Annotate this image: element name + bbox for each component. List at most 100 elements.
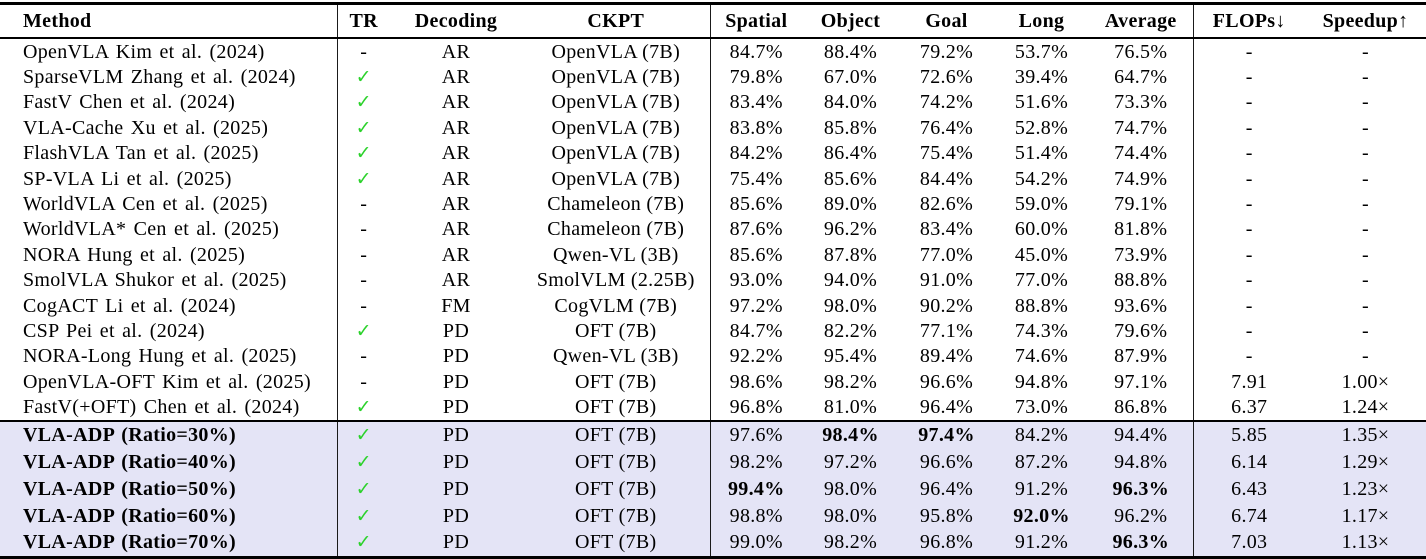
decoding-cell: PD bbox=[390, 419, 522, 449]
ckpt-cell: OpenVLA (7B) bbox=[522, 89, 711, 116]
speedup-cell: - bbox=[1362, 91, 1369, 114]
goal-cell: 96.6% bbox=[919, 370, 974, 393]
table-row-vla-adp: VLA-ADP (Ratio=60%) ✓ PD OFT (7B) 98.8% 98.0%… bbox=[0, 502, 1426, 530]
token-reduction-check-icon: ✓ bbox=[355, 531, 372, 554]
average-cell: 64.7% bbox=[1089, 64, 1194, 90]
tr-cell: - bbox=[360, 294, 368, 317]
object-cell: 84.0% bbox=[823, 91, 878, 114]
decoding-cell: PD bbox=[390, 448, 522, 476]
average-cell: 96.3% bbox=[1089, 529, 1194, 558]
flops-cell: - bbox=[1245, 40, 1253, 63]
object-cell: 67.0% bbox=[823, 66, 878, 89]
tr-cell: ✓ bbox=[337, 448, 390, 476]
spatial-cell: 83.4% bbox=[729, 91, 783, 114]
flops-cell: - bbox=[1245, 116, 1253, 139]
long-cell: 88.8% bbox=[1014, 294, 1069, 317]
flops-cell: 6.14 bbox=[1193, 448, 1305, 476]
method-cell: VLA-ADP (Ratio=30%) bbox=[0, 419, 338, 449]
long-cell: 77.0% bbox=[1014, 269, 1069, 292]
speedup-cell: - bbox=[1362, 319, 1369, 342]
flops-cell: - bbox=[1245, 345, 1253, 368]
token-reduction-check-icon: ✓ bbox=[355, 477, 372, 500]
method-cell: FastV(+OFT) Chen et al. (2024) bbox=[0, 394, 338, 421]
long-cell: 39.4% bbox=[1014, 66, 1069, 89]
decoding-cell: PD bbox=[442, 319, 470, 342]
long-cell: 52.8% bbox=[1014, 116, 1069, 139]
table-row: SP-VLA Li et al. (2025) ✓ AR OpenVLA (7B) 75… bbox=[0, 165, 1426, 192]
ckpt-cell: OpenVLA (7B) bbox=[522, 64, 711, 90]
token-reduction-check-icon: ✓ bbox=[355, 451, 372, 474]
tr-cell: - bbox=[360, 370, 368, 393]
token-reduction-check-icon: ✓ bbox=[355, 142, 372, 165]
method-cell: NORA Hung et al. (2025) bbox=[0, 242, 338, 268]
table-row: CSP Pei et al. (2024) ✓ PD OFT (7B) 84.7% 82.… bbox=[0, 318, 1426, 344]
spatial-cell: 75.4% bbox=[729, 167, 783, 190]
token-reduction-check-icon: ✓ bbox=[355, 396, 372, 419]
long-cell: 74.6% bbox=[1014, 345, 1069, 368]
ckpt-cell: CogVLM (7B) bbox=[522, 292, 711, 319]
method-cell: VLA-ADP (Ratio=40%) bbox=[0, 448, 338, 476]
ckpt-cell: OFT (7B) bbox=[522, 394, 711, 421]
decoding-cell: PD bbox=[442, 370, 470, 393]
ckpt-cell: Qwen-VL (3B) bbox=[522, 242, 711, 268]
col-header-spatial: Spatial bbox=[710, 3, 802, 39]
decoding-cell: AR bbox=[441, 91, 471, 114]
speedup-cell: 1.35× bbox=[1305, 419, 1426, 449]
method-cell: VLA-ADP (Ratio=50%) bbox=[0, 475, 338, 503]
decoding-cell: AR bbox=[441, 116, 471, 139]
long-cell: 91.2% bbox=[994, 529, 1089, 558]
ckpt-cell: OFT (7B) bbox=[522, 318, 711, 344]
object-cell: 81.0% bbox=[823, 396, 878, 419]
goal-cell: 74.2% bbox=[919, 91, 974, 114]
object-cell: 88.4% bbox=[823, 40, 878, 63]
decoding-cell: AR bbox=[441, 40, 471, 63]
decoding-cell: PD bbox=[390, 529, 522, 558]
col-header-flops: FLOPs↓ bbox=[1193, 3, 1305, 39]
method-cell: VLA-ADP (Ratio=60%) bbox=[0, 502, 338, 530]
col-header-goal: Goal bbox=[899, 3, 994, 39]
speedup-cell: - bbox=[1362, 193, 1369, 216]
token-reduction-check-icon: ✓ bbox=[355, 66, 372, 89]
average-cell: 76.5% bbox=[1089, 38, 1194, 65]
tr-cell: - bbox=[360, 40, 368, 63]
goal-cell: 77.1% bbox=[919, 319, 974, 342]
spatial-cell: 84.2% bbox=[729, 142, 783, 165]
tr-cell: - bbox=[360, 345, 368, 368]
speedup-cell: 1.23× bbox=[1305, 475, 1426, 503]
table-row: VLA-Cache Xu et al. (2025) ✓ AR OpenVLA (7B… bbox=[0, 115, 1426, 141]
average-cell: 86.8% bbox=[1089, 394, 1194, 421]
method-cell: CogACT Li et al. (2024) bbox=[0, 292, 338, 319]
flops-cell: - bbox=[1245, 319, 1253, 342]
speedup-cell: 1.24× bbox=[1341, 396, 1390, 419]
object-cell: 87.8% bbox=[823, 243, 878, 266]
ckpt-cell: OpenVLA (7B) bbox=[522, 140, 711, 166]
ckpt-cell: OpenVLA (7B) bbox=[522, 38, 711, 65]
decoding-cell: AR bbox=[441, 167, 471, 190]
decoding-cell: PD bbox=[442, 396, 470, 419]
speedup-cell: - bbox=[1362, 167, 1369, 190]
speedup-cell: - bbox=[1362, 269, 1369, 292]
decoding-cell: AR bbox=[441, 142, 471, 165]
flops-cell: - bbox=[1245, 142, 1253, 165]
flops-cell: 5.85 bbox=[1193, 419, 1305, 449]
long-cell: 94.8% bbox=[1014, 370, 1069, 393]
tr-cell: ✓ bbox=[337, 419, 390, 449]
long-cell: 73.0% bbox=[1014, 396, 1069, 419]
tr-cell: ✓ bbox=[337, 502, 390, 530]
table-row-vla-adp: VLA-ADP (Ratio=50%) ✓ PD OFT (7B) 99.4% 98.0%… bbox=[0, 475, 1426, 503]
token-reduction-check-icon: ✓ bbox=[355, 116, 372, 139]
average-cell: 96.3% bbox=[1089, 475, 1194, 503]
flops-cell: 6.74 bbox=[1193, 502, 1305, 530]
tr-cell: - bbox=[360, 269, 368, 292]
ckpt-cell: Chameleon (7B) bbox=[522, 191, 711, 217]
table-row: CogACT Li et al. (2024) - FM CogVLM (7B) 97.… bbox=[0, 292, 1426, 319]
average-cell: 97.1% bbox=[1089, 369, 1194, 395]
speedup-cell: - bbox=[1362, 345, 1369, 368]
average-cell: 93.6% bbox=[1089, 292, 1194, 319]
spatial-cell: 96.8% bbox=[729, 396, 783, 419]
col-header-average: Average bbox=[1089, 3, 1194, 39]
ckpt-cell: Qwen-VL (3B) bbox=[522, 343, 711, 370]
spatial-cell: 83.8% bbox=[729, 116, 783, 139]
speedup-cell: - bbox=[1362, 116, 1369, 139]
